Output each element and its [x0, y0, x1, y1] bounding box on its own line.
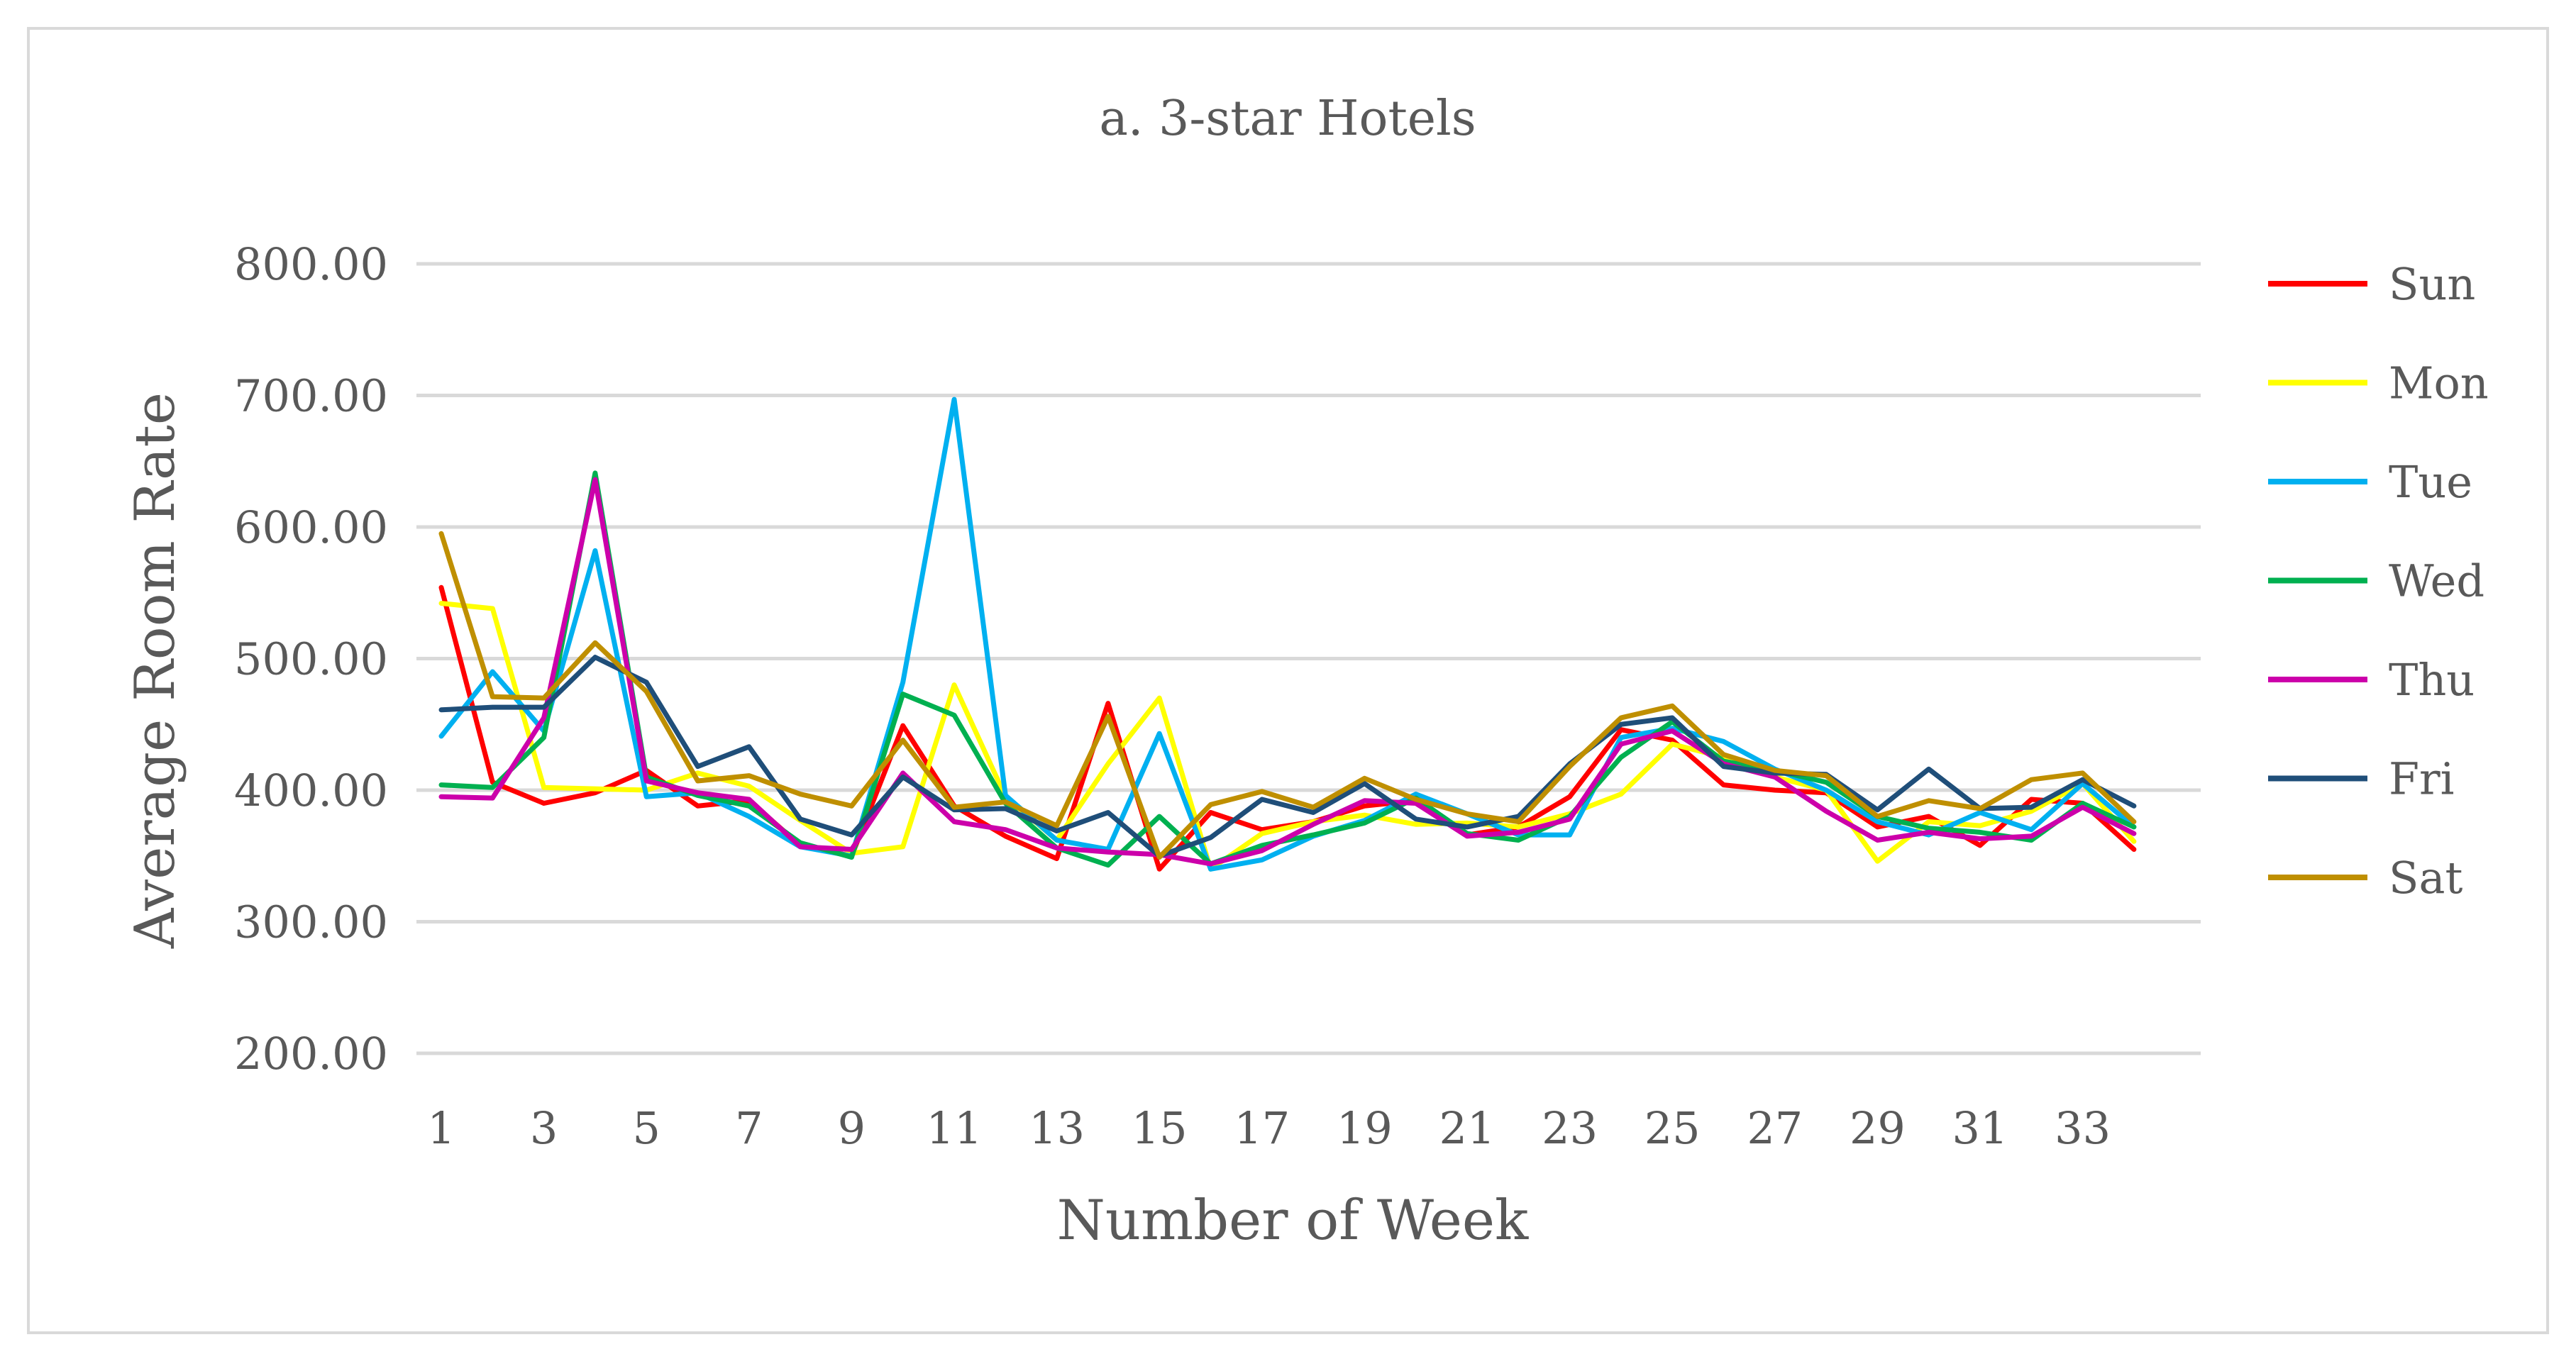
y-tick-label: 800.00 — [234, 238, 388, 290]
x-tick-label: 29 — [1850, 1102, 1906, 1154]
legend-label: Sat — [2389, 852, 2462, 904]
series-line-tue — [438, 396, 2137, 872]
legend-label: Sun — [2389, 258, 2475, 310]
x-tick-label: 1 — [427, 1102, 455, 1154]
chart-title: a. 3-star Hotels — [1099, 91, 1476, 147]
x-tick-label: 3 — [530, 1102, 558, 1154]
legend-item-thu: Thu — [2268, 654, 2475, 706]
legend-item-tue: Tue — [2268, 456, 2472, 508]
x-tick-label: 7 — [735, 1102, 763, 1154]
y-tick-label: 400.00 — [234, 765, 388, 816]
line-chart: a. 3-star Hotels 200.00 300.00 400.00 500.0… — [123, 91, 2489, 1253]
x-axis-title: Number of Week — [1057, 1189, 1529, 1253]
legend: Sun Mon Tue Wed Thu Fri Sat — [2268, 258, 2489, 904]
legend-label: Thu — [2389, 654, 2475, 706]
x-tick-label: 23 — [1542, 1102, 1598, 1154]
x-tick-label: 13 — [1029, 1102, 1085, 1154]
legend-label: Tue — [2389, 456, 2472, 508]
y-tick-label: 500.00 — [234, 633, 388, 685]
legend-item-wed: Wed — [2268, 555, 2484, 607]
x-tick-label: 17 — [1234, 1102, 1290, 1154]
x-tick-label: 33 — [2055, 1102, 2111, 1154]
legend-item-mon: Mon — [2268, 357, 2489, 409]
series-line-thu — [438, 477, 2137, 867]
x-tick-label: 11 — [927, 1102, 983, 1154]
series-line-sat — [438, 531, 2137, 860]
y-tick-label: 200.00 — [234, 1028, 388, 1080]
x-tick-label: 25 — [1644, 1102, 1701, 1154]
y-axis-ticks: 200.00 300.00 400.00 500.00 600.00 700.00 800.… — [234, 238, 388, 1080]
x-axis-ticks: 1 3 5 7 9 11 13 15 17 19 21 23 25 27 29 31 33 — [427, 1102, 2111, 1154]
legend-item-sun: Sun — [2268, 258, 2475, 310]
legend-label: Wed — [2389, 555, 2484, 607]
x-tick-label: 9 — [838, 1102, 866, 1154]
gridlines — [416, 262, 2201, 1055]
y-tick-label: 700.00 — [234, 370, 388, 422]
chart-frame: a. 3-star Hotels 200.00 300.00 400.00 500.0… — [27, 27, 2549, 1334]
x-tick-label: 27 — [1747, 1102, 1803, 1154]
y-tick-label: 600.00 — [234, 501, 388, 553]
legend-item-fri: Fri — [2268, 753, 2455, 805]
x-tick-label: 19 — [1337, 1102, 1393, 1154]
x-tick-label: 21 — [1439, 1102, 1496, 1154]
legend-item-sat: Sat — [2268, 852, 2462, 904]
series-line-mon — [438, 601, 2137, 872]
x-tick-label: 5 — [632, 1102, 660, 1154]
y-tick-label: 300.00 — [234, 897, 388, 948]
series-line-fri — [438, 655, 2137, 859]
y-axis-title: Average Room Rate — [123, 392, 187, 949]
x-tick-label: 15 — [1132, 1102, 1188, 1154]
series-lines — [438, 396, 2137, 872]
legend-label: Fri — [2389, 753, 2455, 805]
legend-label: Mon — [2389, 357, 2489, 409]
x-tick-label: 31 — [1952, 1102, 2008, 1154]
